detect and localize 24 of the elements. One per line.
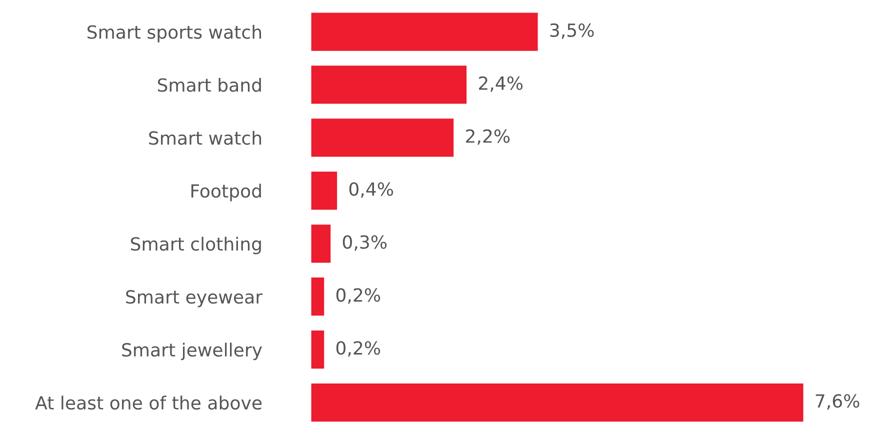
bar: [311, 118, 454, 157]
bar: [311, 172, 338, 210]
bar: [311, 66, 467, 104]
bar: [311, 383, 804, 422]
data-label: 7,6%: [816, 394, 860, 410]
bar: [311, 12, 538, 51]
y-tick-label: Smart sports watch: [88, 24, 262, 42]
y-tick-label: Smart jewellery: [122, 342, 262, 360]
y-tick-label: Footpod: [191, 184, 261, 202]
data-label: 3,5%: [550, 23, 594, 39]
y-tick-label: Smart band: [158, 78, 261, 92]
data-label: 0,3%: [342, 235, 387, 251]
data-label: 0,2%: [336, 341, 380, 357]
data-label: 0,2%: [336, 288, 380, 304]
data-label: 2,2%: [466, 129, 510, 145]
y-tick-label: Smart clothing: [130, 236, 261, 254]
bar: [311, 278, 324, 316]
bar: [311, 330, 324, 369]
y-tick-label: Smart watch: [149, 130, 262, 145]
y-tick-label: At least one of the above: [35, 396, 262, 410]
data-label: 0,4%: [349, 182, 394, 198]
data-label: 2,4%: [478, 76, 523, 92]
bar: [311, 224, 331, 263]
y-tick-label: Smart eyewear: [126, 290, 263, 308]
